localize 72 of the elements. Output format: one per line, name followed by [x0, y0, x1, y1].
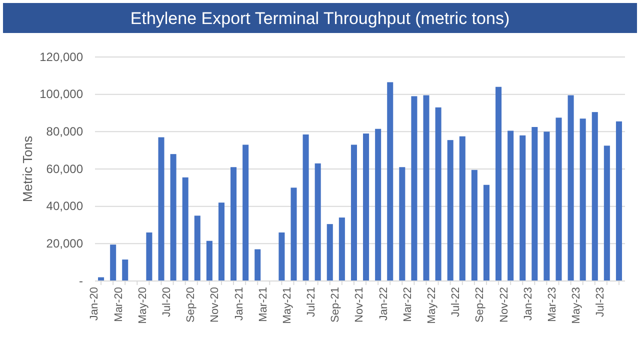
bar	[170, 154, 176, 281]
bar	[182, 177, 188, 281]
bar	[218, 202, 224, 281]
bar	[423, 95, 430, 281]
bar	[206, 240, 212, 281]
x-tick-label: Nov-21	[354, 287, 366, 322]
x-tick-label: Jan-22	[378, 287, 390, 321]
bar	[122, 260, 128, 281]
bar	[350, 144, 357, 281]
bar	[604, 146, 610, 281]
y-tick-label: 120,000	[40, 50, 84, 64]
bar	[387, 82, 394, 281]
bar	[556, 118, 562, 281]
x-tick-label: Jul-23	[594, 287, 607, 317]
chart-title: Ethylene Export Terminal Throughput (metric tons)	[130, 9, 510, 28]
x-tick-label: Sep-22	[474, 287, 486, 322]
y-axis-title: Metric Tons	[20, 135, 35, 202]
x-tick-label: May-20	[136, 287, 149, 324]
x-tick-label: Mar-23	[546, 287, 558, 322]
bar	[483, 184, 490, 281]
bar	[290, 188, 297, 281]
x-tick-label: Jul-20	[160, 287, 173, 317]
x-tick-label: Mar-20	[112, 287, 125, 322]
bar	[508, 130, 514, 281]
bar	[302, 134, 309, 281]
bar	[399, 167, 406, 281]
bar	[254, 249, 261, 281]
x-tick-label: May-22	[426, 287, 438, 324]
bar	[580, 118, 586, 281]
bar	[242, 144, 249, 281]
x-tick-label: Jan-21	[233, 287, 246, 321]
y-tick-label: 20,000	[46, 236, 84, 251]
x-tick-label: Jul-21	[306, 287, 318, 317]
bar	[375, 128, 382, 281]
x-tick-label: Nov-20	[209, 287, 222, 322]
bar	[532, 127, 538, 281]
x-tick-label: Jul-22	[450, 287, 462, 317]
x-tick-label: Mar-21	[257, 287, 270, 322]
x-tick-label: Mar-22	[402, 287, 414, 322]
bar	[230, 167, 237, 281]
bar	[447, 140, 454, 281]
y-tick-label: 60,000	[46, 162, 84, 176]
y-tick-label: -	[79, 274, 83, 288]
bar	[459, 136, 466, 281]
y-tick-label: 80,000	[46, 124, 84, 139]
bar	[496, 86, 502, 281]
bar	[616, 121, 622, 281]
bar	[158, 137, 164, 281]
x-tick-label: Jan-20	[88, 287, 101, 321]
bar	[520, 135, 526, 281]
bar	[278, 232, 285, 281]
bar	[363, 134, 370, 281]
x-tick-label: Sep-20	[185, 287, 198, 322]
bar	[544, 132, 550, 281]
bar	[314, 163, 321, 281]
x-tick-label: Nov-22	[498, 287, 510, 322]
y-tick-label: 100,000	[40, 87, 84, 102]
x-tick-label: Sep-21	[330, 287, 342, 322]
x-tick-label: May-21	[281, 287, 294, 324]
bar	[435, 107, 442, 281]
bar	[110, 244, 116, 281]
bar	[146, 232, 152, 281]
y-tick-label: 40,000	[46, 199, 84, 214]
bar	[592, 112, 598, 281]
bar	[326, 224, 333, 281]
bar	[411, 96, 418, 281]
x-tick-label: Jan-23	[522, 287, 534, 321]
bar	[338, 218, 345, 281]
x-tick-label: May-23	[570, 287, 583, 324]
bar	[568, 95, 574, 281]
bar	[471, 170, 478, 281]
bar	[194, 216, 200, 281]
